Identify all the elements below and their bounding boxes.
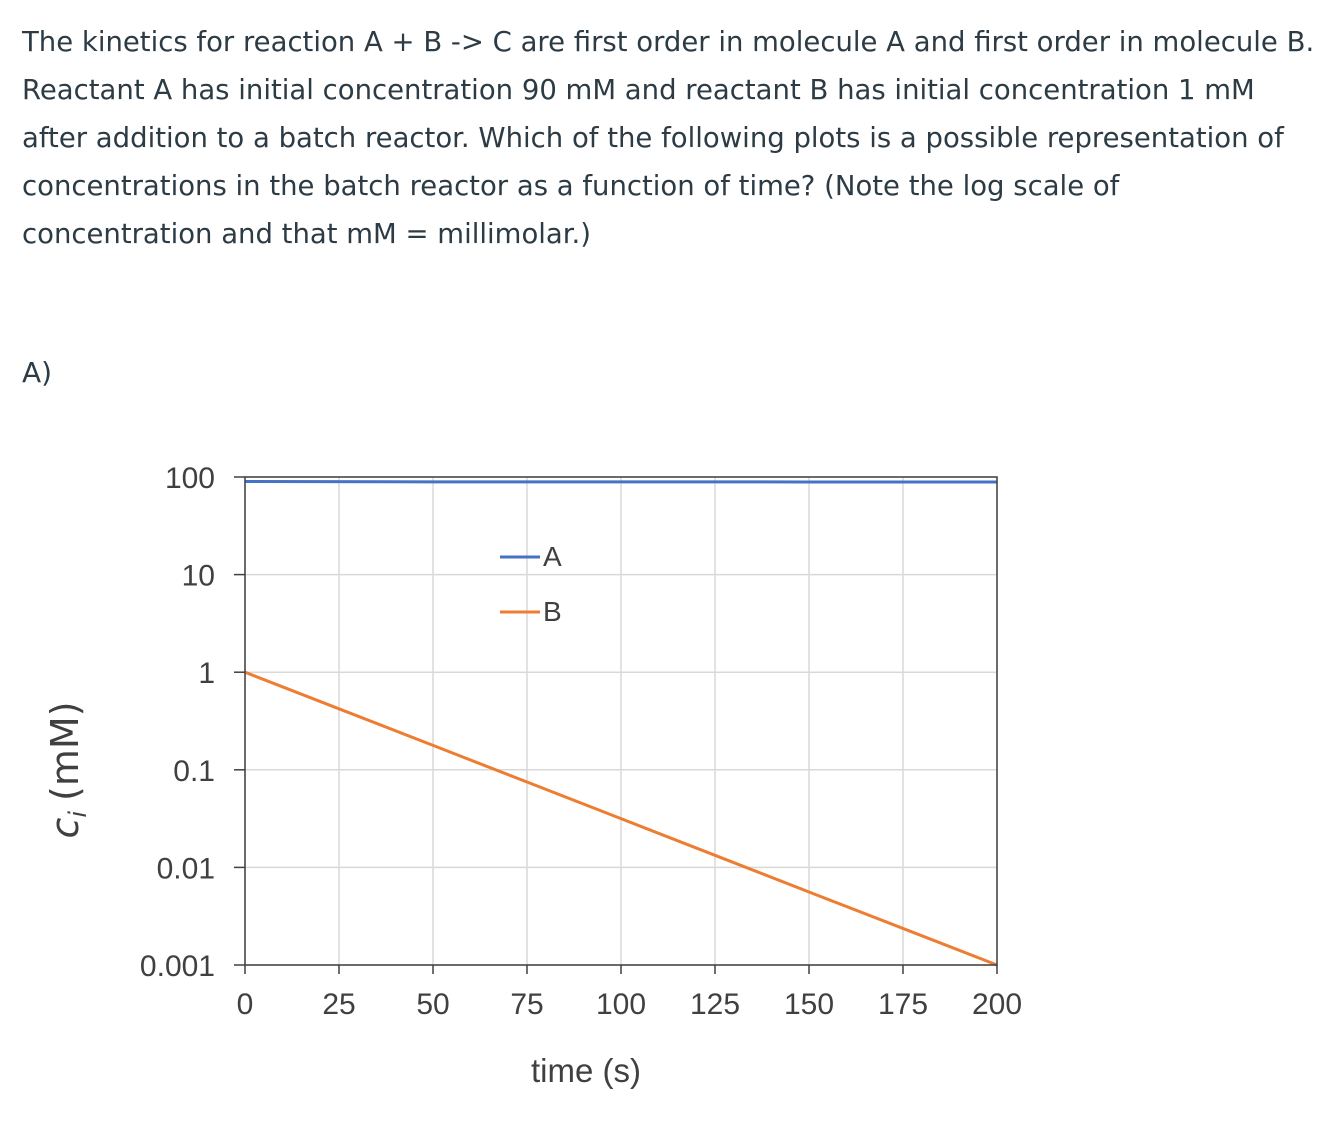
y-tick-label: 0.001 — [140, 950, 215, 983]
x-tick-label: 75 — [510, 988, 543, 1021]
y-axis-title: ci(mM) — [43, 701, 92, 838]
legend-label-b: B — [543, 596, 562, 627]
x-tick-label: 150 — [784, 988, 834, 1021]
series-line-b — [244, 670, 998, 967]
y-tick-label: 0.1 — [173, 755, 215, 788]
x-tick-label: 50 — [416, 988, 449, 1021]
x-tick-label: 25 — [322, 988, 355, 1021]
tick-layer: 0 25 50 75 100 125 150 175 200 0.001 0.01 0.1 1 10 100 — [140, 462, 1022, 1021]
grid-layer — [244, 476, 998, 966]
legend-label-a: A — [543, 541, 562, 572]
y-tick-label: 1 — [198, 657, 215, 690]
x-tick-label: 200 — [972, 988, 1022, 1021]
x-tick-label: 125 — [690, 988, 740, 1021]
y-tick-label: 10 — [182, 560, 215, 593]
y-tick-label: 0.01 — [157, 852, 215, 885]
question-text: The kinetics for reaction A + B -> C are… — [22, 26, 1315, 250]
x-tick-label: 0 — [237, 988, 254, 1021]
option-label: A) — [22, 356, 53, 389]
series-layer — [244, 479, 998, 967]
x-axis-title: time (s) — [531, 1052, 641, 1089]
x-tick-label: 100 — [596, 988, 646, 1021]
y-tick-label: 100 — [165, 462, 215, 495]
x-tick-label: 175 — [878, 988, 928, 1021]
legend: A B — [500, 541, 562, 627]
